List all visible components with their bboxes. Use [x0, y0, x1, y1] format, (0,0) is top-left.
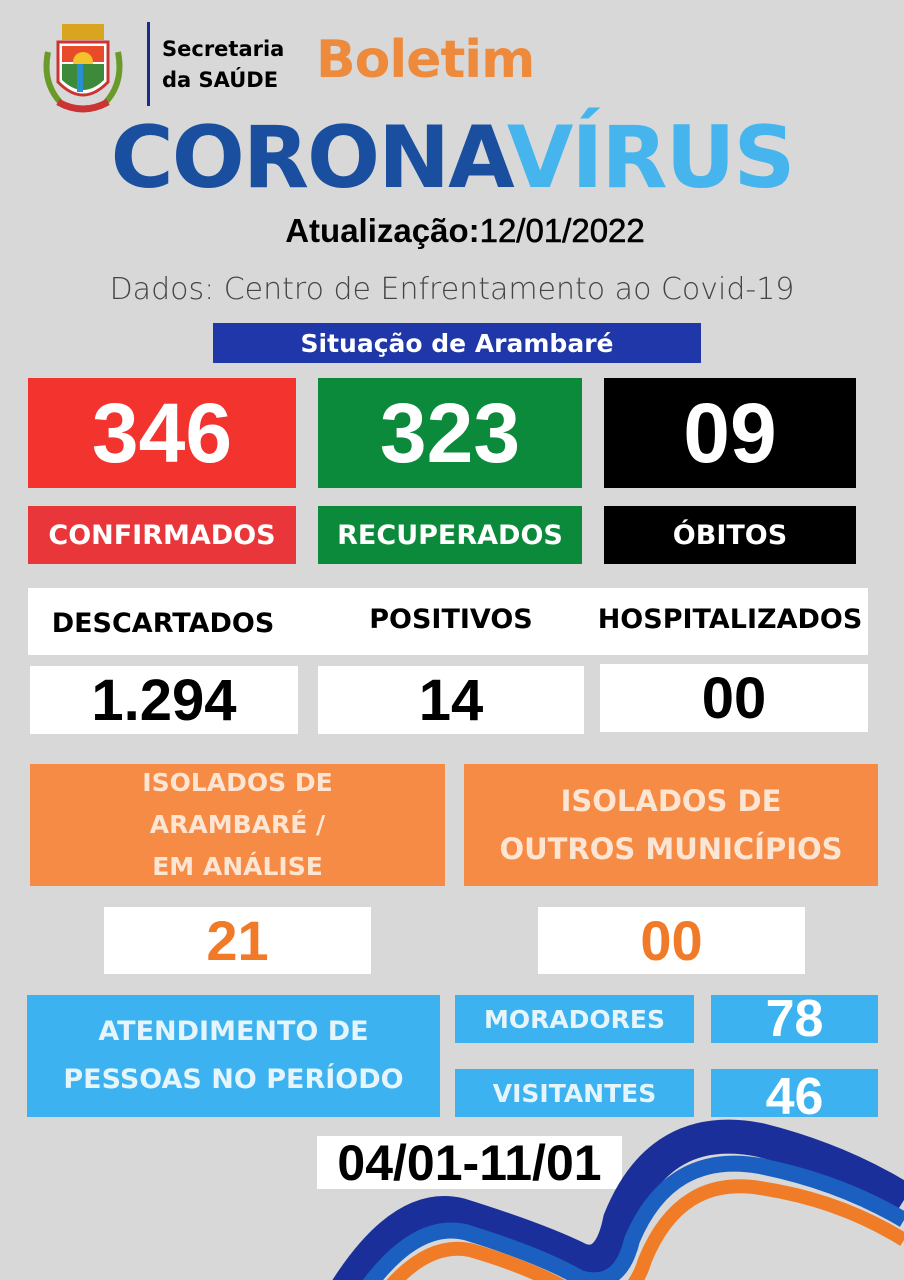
attendance-label: ATENDIMENTO DE PESSOAS NO PERÍODO [27, 995, 440, 1117]
positive-value: 14 [318, 666, 584, 734]
isolated-local-value: 21 [104, 907, 371, 974]
attendance-line1: ATENDIMENTO DE [98, 1016, 369, 1047]
hospitalized-value: 00 [600, 664, 868, 732]
discarded-value: 1.294 [30, 666, 298, 734]
secondary-labels-band [28, 588, 868, 655]
page-title: CORONAVÍRUS [0, 108, 904, 208]
hospitalized-label: HOSPITALIZADOS [597, 603, 863, 635]
org-name: Secretaria da SAÚDE [162, 34, 284, 96]
deaths-value: 09 [604, 378, 856, 488]
isolated-other-value: 00 [538, 907, 805, 974]
recovered-value: 323 [318, 378, 582, 488]
header-divider [147, 22, 150, 106]
isolated-other-line1: ISOLADOS DE [560, 784, 782, 818]
period-dates: 04/01-11/01 [317, 1135, 622, 1191]
isolated-local-label: ISOLADOS DE ARAMBARÉ / EM ANÁLISE [30, 764, 445, 886]
isolated-local-line3: EM ANÁLISE [152, 852, 323, 881]
title-virus: VÍRUS [506, 108, 796, 208]
confirmed-label: CONFIRMADOS [28, 506, 296, 564]
recovered-label: RECUPERADOS [318, 506, 582, 564]
update-date: 12/01/2022 [479, 212, 645, 250]
isolated-local-line1: ISOLADOS DE [142, 768, 333, 797]
title-corona: CORONA [110, 108, 509, 208]
isolated-other-label: ISOLADOS DE OUTROS MUNICÍPIOS [464, 764, 878, 886]
attendance-line2: PESSOAS NO PERÍODO [63, 1064, 404, 1095]
visitors-value: 46 [711, 1068, 878, 1126]
municipal-coat-of-arms-logo [40, 22, 126, 114]
decorative-waves [332, 1119, 904, 1280]
update-line: Atualização:12/01/2022 [0, 212, 904, 250]
isolated-local-line2: ARAMBARÉ / [149, 810, 326, 839]
section-banner: Situação de Arambaré [213, 323, 701, 363]
positive-label: POSITIVOS [369, 603, 533, 635]
residents-label: MORADORES [455, 995, 694, 1043]
org-line2: da SAÚDE [162, 68, 279, 92]
update-label: Atualização: [285, 212, 480, 249]
discarded-label: DESCARTADOS [51, 607, 275, 639]
org-line1: Secretaria [162, 37, 285, 61]
data-source: Dados: Centro de Enfrentamento ao Covid-… [109, 272, 795, 307]
deaths-label: ÓBITOS [604, 506, 856, 564]
residents-value: 78 [711, 990, 878, 1048]
visitors-label: VISITANTES [455, 1069, 694, 1117]
bulletin-label: Boletim [316, 30, 535, 90]
isolated-other-line2: OUTROS MUNICÍPIOS [499, 832, 843, 866]
confirmed-value: 346 [28, 378, 296, 488]
